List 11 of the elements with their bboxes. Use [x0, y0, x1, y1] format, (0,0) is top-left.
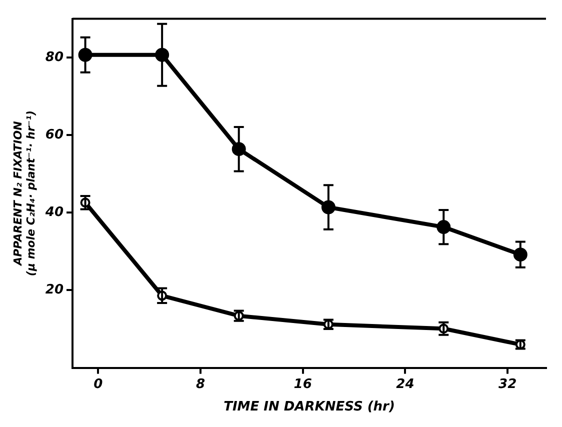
x-tick-label: 32 [498, 376, 517, 392]
y-tick-label: 40 [44, 205, 64, 220]
x-tick-label: 8 [196, 376, 205, 392]
y-axis-title: APPARENT N₂ FIXATION (μ mole C₂H₄· plant⁻¹· hr⁻¹) [11, 110, 38, 276]
x-tick-label: 24 [396, 376, 414, 392]
x-axis-title: TIME IN DARKNESS (hr) [224, 400, 395, 415]
y-tick-label: 60 [45, 128, 64, 143]
y-tick-label: 20 [45, 282, 64, 298]
y-tick-label: 80 [45, 50, 64, 65]
x-tick-label: 16 [294, 376, 312, 392]
x-tick-label: 0 [94, 376, 103, 392]
